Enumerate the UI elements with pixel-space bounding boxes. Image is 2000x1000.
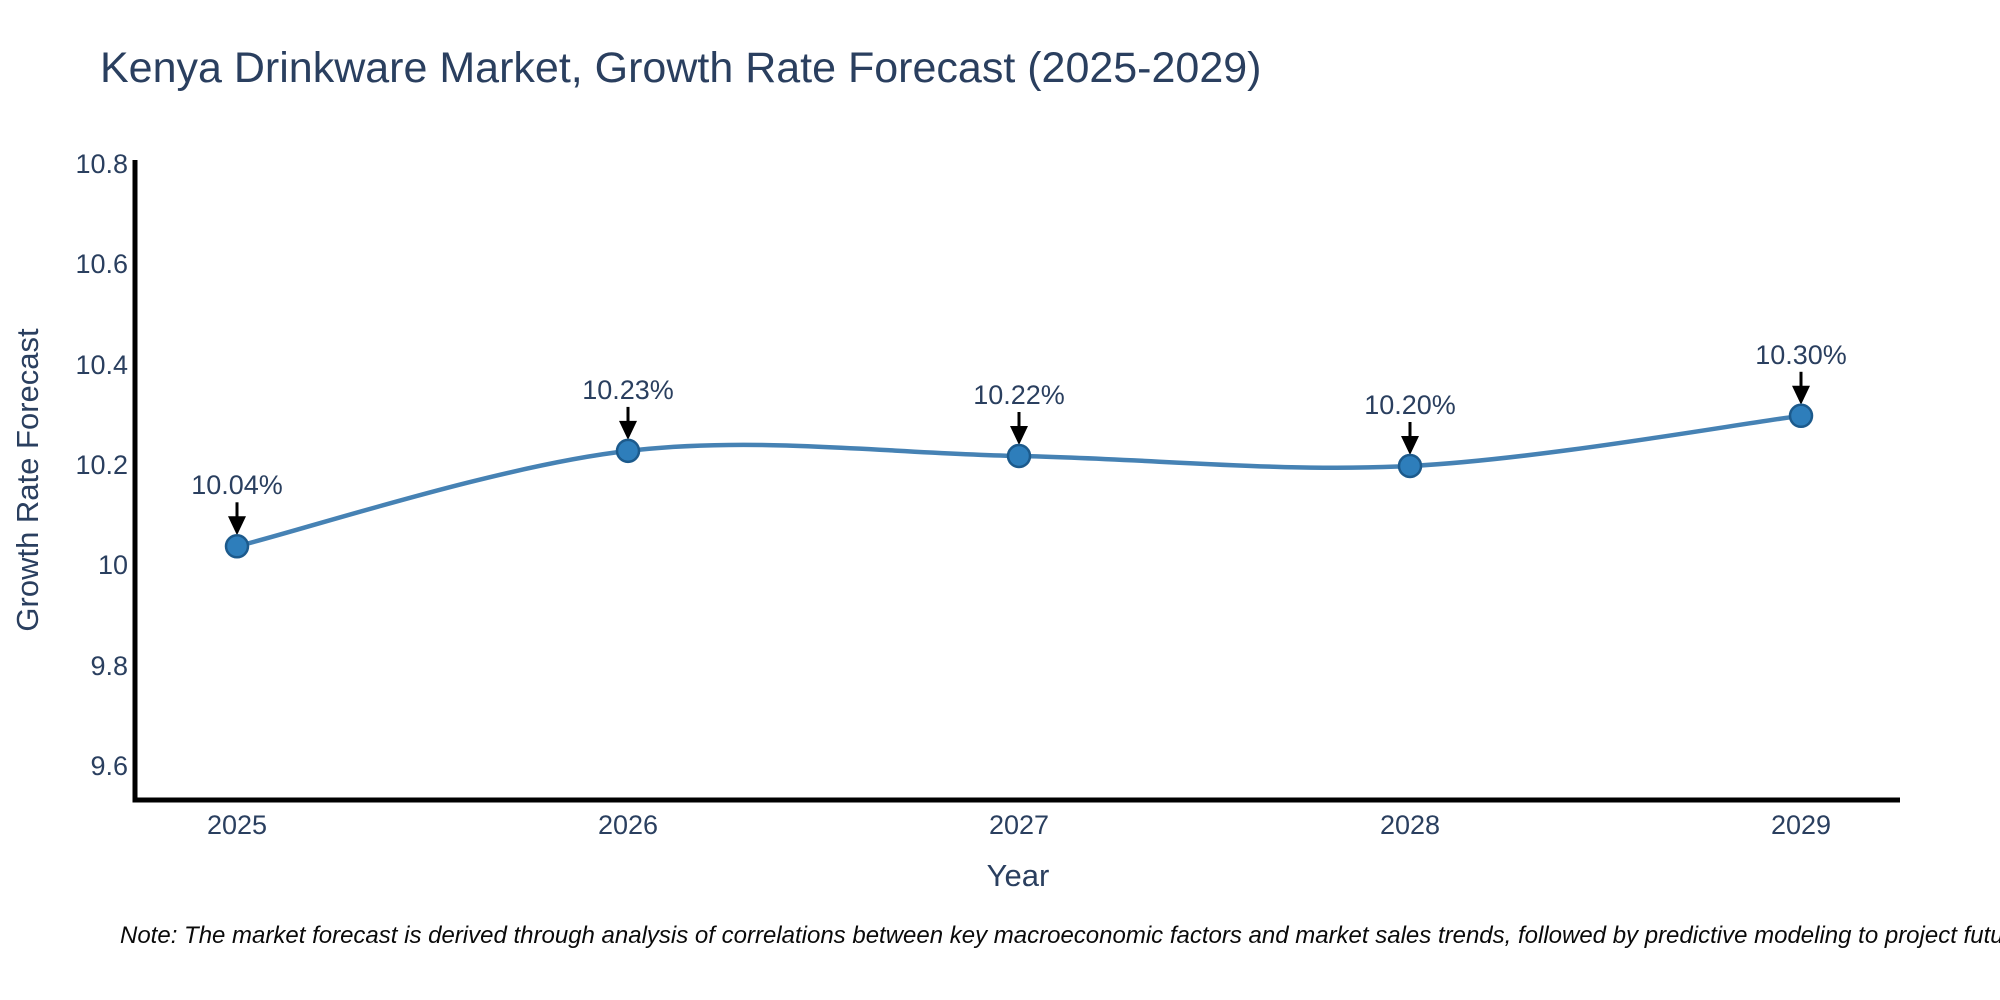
annotation-arrowhead — [1010, 426, 1028, 445]
y-tick-label: 10.2 — [75, 450, 128, 480]
y-tick-label: 10.6 — [75, 249, 128, 280]
annotation-arrowhead — [619, 420, 637, 440]
data-point-marker — [1788, 403, 1814, 429]
data-point-marker — [1006, 443, 1032, 469]
chart-title: Kenya Drinkware Market, Growth Rate Fore… — [100, 44, 1262, 92]
data-point-marker — [615, 438, 641, 464]
annotation-arrowhead — [1401, 436, 1419, 455]
point-value-label: 10.22% — [973, 380, 1065, 410]
point-value-label: 10.30% — [1755, 339, 1847, 370]
y-tick-label: 9.6 — [90, 751, 128, 781]
y-tick-label: 10 — [97, 550, 128, 581]
y-tick-label: 9.8 — [90, 650, 128, 681]
data-point-marker — [1397, 453, 1423, 479]
x-tick-label: 2029 — [1770, 810, 1832, 840]
annotation-arrowhead — [1792, 385, 1810, 405]
point-value-label: 10.23% — [582, 374, 674, 405]
x-tick-label: 2028 — [1379, 810, 1441, 840]
footnote: Note: The market forecast is derived thr… — [120, 922, 2000, 949]
point-value-label: 10.04% — [191, 470, 283, 501]
y-tick-label: 10.4 — [75, 349, 128, 380]
data-point-marker — [224, 534, 250, 559]
y-tick-label: 10.8 — [75, 149, 128, 179]
point-value-label: 10.20% — [1364, 390, 1456, 420]
annotation-arrowhead — [228, 516, 246, 536]
x-axis-title: Year — [986, 858, 1050, 893]
x-tick-label: 2026 — [597, 810, 659, 840]
x-tick-label: 2025 — [206, 810, 268, 840]
x-tick-label: 2027 — [988, 810, 1050, 840]
